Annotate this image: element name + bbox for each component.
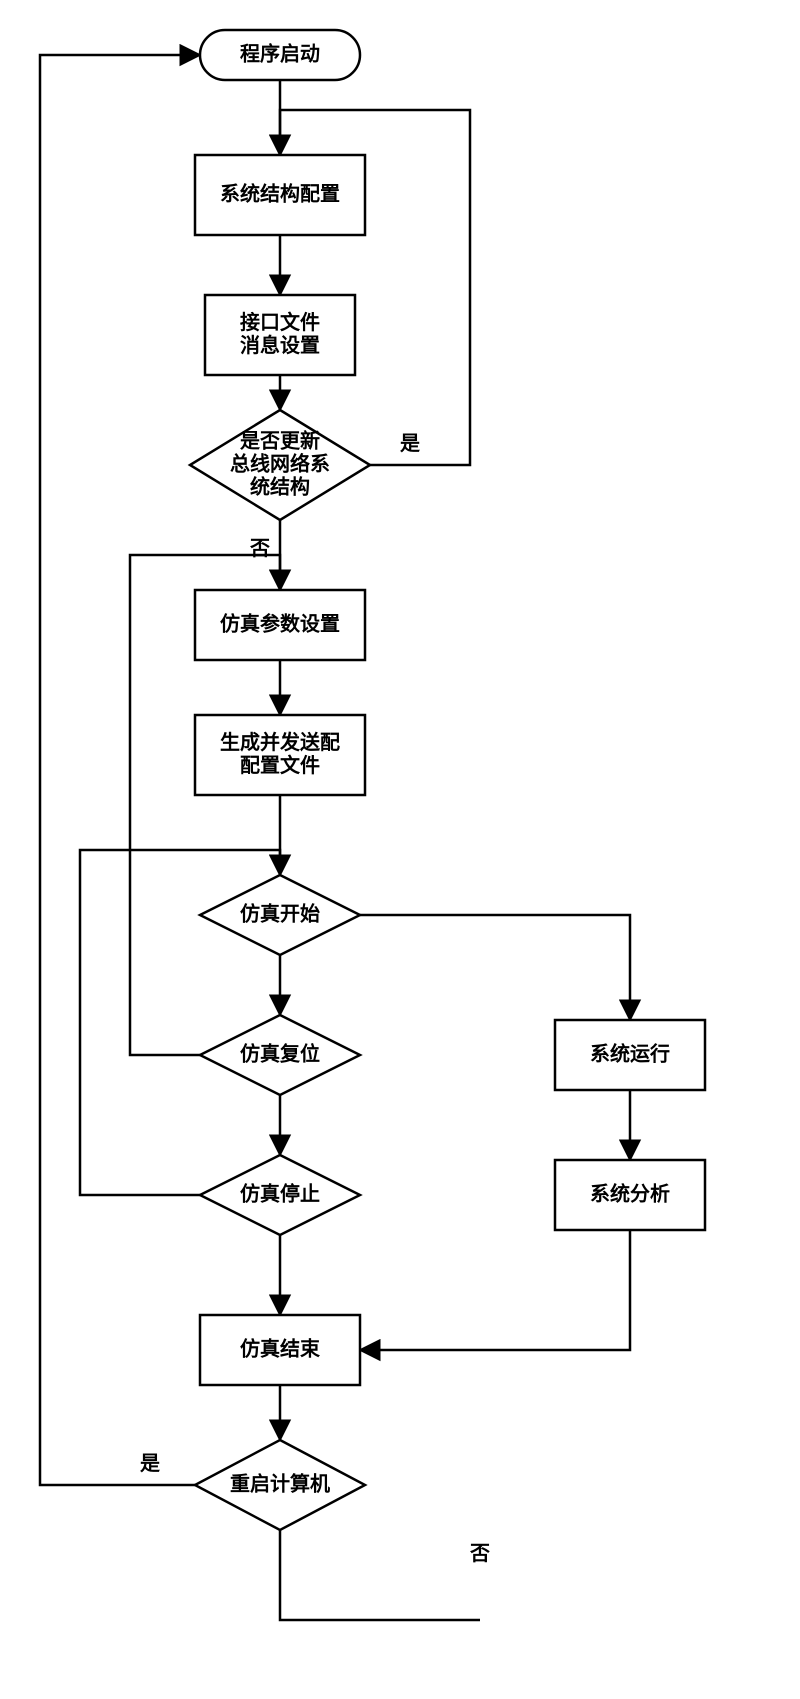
node-label: 系统分析 xyxy=(590,1181,670,1205)
node-p_simparam: 仿真参数设置 xyxy=(195,590,365,660)
node-p_genfile: 生成并发送配配置文件 xyxy=(195,715,365,795)
node-label: 重启计算机 xyxy=(230,1471,330,1495)
node-label: 配置文件 xyxy=(240,753,320,777)
edge-label: 是 xyxy=(399,432,420,455)
edge-p_sysana-to-p_simend xyxy=(360,1230,630,1350)
node-d_simreset: 仿真复位 xyxy=(200,1015,360,1095)
node-label: 统结构 xyxy=(250,474,310,498)
node-d_simstop: 仿真停止 xyxy=(200,1155,360,1235)
node-label: 仿真结束 xyxy=(240,1336,321,1360)
node-label: 消息设置 xyxy=(240,333,320,357)
node-label: 仿真复位 xyxy=(240,1041,320,1065)
node-label: 仿真参数设置 xyxy=(220,611,340,635)
node-p_sysana: 系统分析 xyxy=(555,1160,705,1230)
node-start: 程序启动 xyxy=(200,30,360,80)
edge-label: 否 xyxy=(249,538,270,560)
node-label: 系统结构配置 xyxy=(220,181,340,205)
node-label: 是否更新 xyxy=(239,428,320,452)
node-p_sysrun: 系统运行 xyxy=(555,1020,705,1090)
flowchart-canvas: 程序启动系统结构配置接口文件消息设置是否更新总线网络系统结构仿真参数设置生成并发… xyxy=(0,0,800,1699)
node-label: 生成并发送配 xyxy=(220,730,340,754)
edge-d_restart-to-start xyxy=(40,55,200,1485)
node-p_iface: 接口文件消息设置 xyxy=(205,295,355,375)
edge-d_simstart-to-p_sysrun xyxy=(360,915,630,1020)
node-d_simstart: 仿真开始 xyxy=(200,875,360,955)
node-label: 仿真停止 xyxy=(240,1181,320,1205)
edge-label: 是 xyxy=(139,1452,160,1475)
node-d_restart: 重启计算机 xyxy=(195,1440,365,1530)
node-p_simend: 仿真结束 xyxy=(200,1315,360,1385)
edge-d_restart-to-end xyxy=(280,1530,480,1620)
node-label: 程序启动 xyxy=(240,41,320,65)
node-label: 系统运行 xyxy=(590,1041,670,1065)
edge-label: 否 xyxy=(469,1543,490,1565)
node-p_struct: 系统结构配置 xyxy=(195,155,365,235)
node-label: 接口文件 xyxy=(240,310,320,334)
node-label: 仿真开始 xyxy=(240,901,320,925)
node-label: 总线网络系 xyxy=(230,451,330,475)
node-d_update: 是否更新总线网络系统结构 xyxy=(190,410,370,520)
